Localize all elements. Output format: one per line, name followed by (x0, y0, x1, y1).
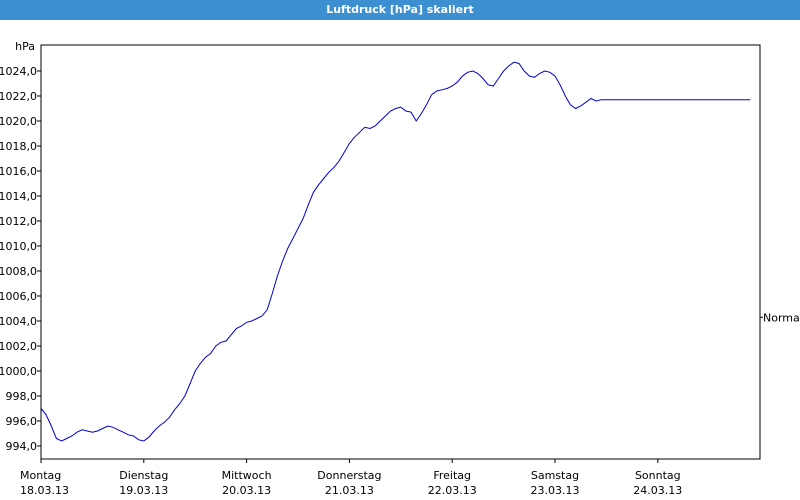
x-tick-label-day: Montag (20, 469, 61, 482)
plot-frame (40, 44, 761, 460)
y-tick-label: 1024,0 (0, 65, 37, 78)
y-tick-label: 1002,0 (0, 340, 37, 353)
x-tick-label-day: Donnerstag (317, 469, 381, 482)
y-axis-unit-label: hPa (15, 40, 35, 53)
y-tick-label: 1006,0 (0, 290, 37, 303)
y-tick-label: 1008,0 (0, 265, 37, 278)
x-tick-label-day: Samstag (531, 469, 579, 482)
x-tick-label-date: 23.03.13 (531, 484, 580, 497)
y-tick-label: 1022,0 (0, 90, 37, 103)
y-tick-label: 1018,0 (0, 140, 37, 153)
x-tick-label-day: Dienstag (119, 469, 168, 482)
y-tick-label: 1020,0 (0, 115, 37, 128)
y-tick-label: 996,0 (6, 415, 38, 428)
y-tick-label: 998,0 (6, 390, 38, 403)
x-tick-label-date: 20.03.13 (222, 484, 271, 497)
x-tick-label-day: Sonntag (635, 469, 681, 482)
y-tick-label: 1014,0 (0, 190, 37, 203)
x-tick-label-day: Mittwoch (222, 469, 272, 482)
x-tick-label-date: 21.03.13 (325, 484, 374, 497)
y-tick-label: 1010,0 (0, 240, 37, 253)
x-tick-label-date: 22.03.13 (428, 484, 477, 497)
x-tick-label-day: Freitag (433, 469, 471, 482)
x-tick-label-date: 18.03.13 (20, 484, 69, 497)
x-tick-label-date: 24.03.13 (633, 484, 682, 497)
y-tick-label: 1000,0 (0, 365, 37, 378)
window-title: Luftdruck [hPa] skaliert (0, 0, 800, 20)
y-tick-label: 1004,0 (0, 315, 37, 328)
y-tick-label: 1016,0 (0, 165, 37, 178)
reference-label: Normal (763, 311, 800, 324)
series-line-luftdruck (40, 61, 751, 442)
y-tick-label: 994,0 (6, 440, 38, 453)
y-tick-label: 1012,0 (0, 215, 37, 228)
pressure-chart: 994,0 996,0 998,0 1000,0 1002,0 1004,0 1006,0 1… (0, 40, 800, 497)
x-tick-label-date: 19.03.13 (119, 484, 168, 497)
